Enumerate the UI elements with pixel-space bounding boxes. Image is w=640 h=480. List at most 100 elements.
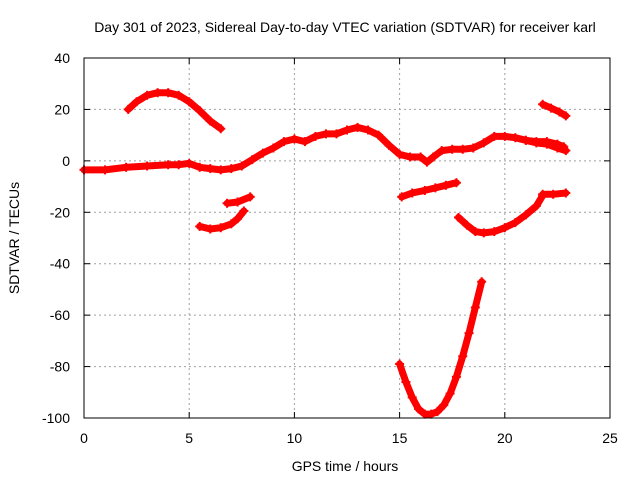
data-point — [426, 409, 436, 419]
data-point — [500, 223, 510, 233]
data-point — [561, 146, 571, 156]
data-point — [222, 198, 232, 208]
data-point — [226, 219, 236, 229]
data-point — [395, 359, 405, 369]
data-point — [510, 133, 520, 143]
data-point — [548, 189, 558, 199]
data-point — [552, 143, 562, 153]
data-point — [432, 407, 442, 417]
data-point — [205, 224, 215, 234]
data-point — [464, 328, 474, 338]
data-point — [121, 162, 131, 172]
data-point — [216, 223, 226, 233]
data-point — [142, 90, 152, 100]
y-tick-label: -80 — [50, 359, 70, 375]
x-tick-label: 20 — [497, 430, 513, 446]
data-point — [546, 103, 556, 113]
data-point — [268, 143, 278, 153]
data-point — [184, 97, 194, 107]
data-point — [479, 138, 489, 148]
data-point — [123, 104, 133, 114]
y-tick-label: -60 — [50, 307, 70, 323]
data-point — [479, 228, 489, 238]
grid-lines — [84, 58, 610, 418]
data-point — [445, 389, 455, 399]
data-point — [561, 111, 571, 121]
data-point — [489, 131, 499, 141]
data-point — [247, 155, 257, 165]
data-point — [462, 220, 472, 230]
data-point — [477, 277, 487, 287]
data-point — [195, 221, 205, 231]
chart-title: Day 301 of 2023, Sidereal Day-to-day VTE… — [94, 19, 596, 35]
data-point — [441, 180, 451, 190]
series-line-8 — [455, 192, 547, 237]
data-point — [407, 392, 417, 402]
data-point — [510, 218, 520, 228]
data-point — [416, 152, 426, 162]
x-tick-label: 5 — [185, 430, 193, 446]
data-point — [310, 131, 320, 141]
data-point — [521, 210, 531, 220]
data-point — [353, 122, 363, 132]
data-point — [397, 192, 407, 202]
data-point — [233, 214, 243, 224]
y-tick-label: 40 — [54, 50, 70, 66]
y-tick-label: -20 — [50, 204, 70, 220]
data-point — [205, 116, 215, 126]
data-point — [531, 201, 541, 211]
data-point — [422, 157, 432, 167]
data-point — [233, 197, 243, 207]
series-layer — [79, 88, 571, 419]
x-tick-label: 15 — [392, 430, 408, 446]
data-point — [174, 90, 184, 100]
data-point — [100, 165, 110, 175]
data-point — [289, 134, 299, 144]
data-point — [542, 139, 552, 149]
data-point — [420, 185, 430, 195]
x-tick-label: 0 — [80, 430, 88, 446]
data-point — [163, 160, 173, 170]
data-point — [407, 188, 417, 198]
series-line-10 — [396, 278, 486, 418]
series-line-1 — [124, 89, 225, 133]
data-point — [374, 130, 384, 140]
data-point — [331, 129, 341, 139]
data-point — [454, 212, 464, 222]
data-point — [184, 158, 194, 168]
y-tick-label: 20 — [54, 101, 70, 117]
data-point — [561, 188, 571, 198]
data-point — [468, 143, 478, 153]
data-point — [451, 178, 461, 188]
data-point — [428, 152, 438, 162]
series-line-3 — [539, 100, 570, 120]
data-point — [205, 164, 215, 174]
data-point — [538, 189, 548, 199]
data-point — [439, 400, 449, 410]
x-axis-title: GPS time / hours — [292, 458, 399, 474]
y-tick-label: 0 — [62, 153, 70, 169]
data-point — [500, 131, 510, 141]
data-point — [245, 192, 255, 202]
data-point — [538, 99, 548, 109]
data-point — [226, 164, 236, 174]
data-point — [321, 129, 331, 139]
data-point — [414, 404, 424, 414]
data-point — [458, 144, 468, 154]
data-point — [174, 160, 184, 170]
data-point — [395, 149, 405, 159]
data-point — [470, 227, 480, 237]
data-point — [451, 372, 461, 382]
data-point — [239, 206, 249, 216]
data-point — [216, 165, 226, 175]
data-point — [531, 138, 541, 148]
data-point — [195, 106, 205, 116]
data-point — [401, 377, 411, 387]
data-point — [430, 183, 440, 193]
data-point — [363, 125, 373, 135]
data-point — [153, 88, 163, 98]
data-point — [216, 124, 226, 134]
data-point — [447, 144, 457, 154]
data-point — [437, 146, 447, 156]
